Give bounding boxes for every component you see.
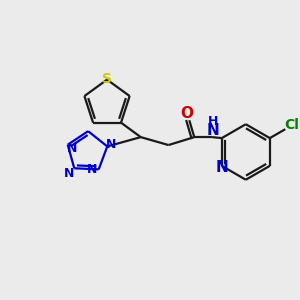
Text: N: N — [64, 167, 74, 180]
Text: N: N — [87, 163, 97, 176]
Text: O: O — [180, 106, 193, 121]
Text: H: H — [208, 115, 218, 128]
Text: N: N — [106, 138, 116, 151]
Text: Cl: Cl — [285, 118, 300, 132]
Text: N: N — [215, 160, 228, 175]
Text: N: N — [207, 123, 220, 138]
Text: S: S — [102, 72, 112, 86]
Text: N: N — [67, 142, 77, 155]
